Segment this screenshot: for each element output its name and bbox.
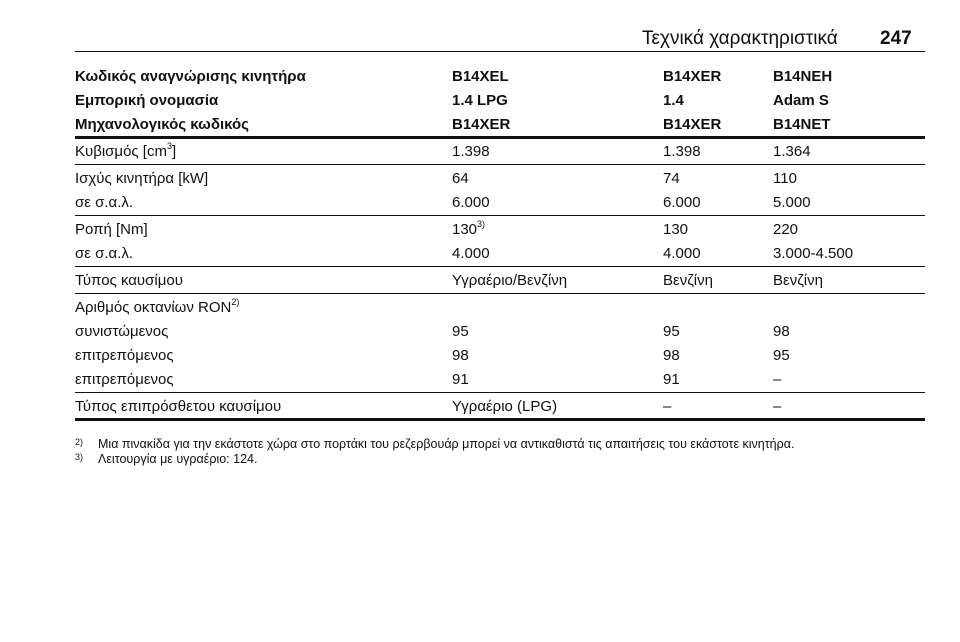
footnote-marker: 2): [75, 437, 84, 447]
table-cell: 5.000: [773, 194, 811, 211]
table-cell: Ροπή [Nm]: [75, 221, 148, 238]
cell-text: Αριθμός οκτανίων RON: [75, 299, 232, 316]
table-cell: 98: [452, 347, 469, 364]
header-title: Τεχνικά χαρακτηριστικά: [642, 28, 838, 49]
table-cell: συνιστώμενος: [75, 323, 169, 340]
table-cell: Τύπος καυσίμου: [75, 272, 183, 289]
table-cell: Ισχύς κινητήρα [kW]: [75, 170, 209, 187]
table-rule: [75, 418, 925, 421]
cell-text: ]: [172, 143, 177, 160]
table-rule: [75, 136, 925, 139]
table-cell: 91: [663, 371, 680, 388]
table-cell: 95: [773, 347, 790, 364]
table-cell: 95: [663, 323, 680, 340]
table-cell: 91: [452, 371, 469, 388]
table-cell: 3.000-4.500: [773, 245, 854, 262]
table-cell: Βενζίνη: [773, 272, 823, 289]
table-cell: B14NET: [773, 116, 831, 133]
table-cell: επιτρεπόμενος: [75, 347, 174, 364]
table-cell: 220: [773, 221, 799, 238]
table-cell: 6.000: [663, 194, 701, 211]
table-rule: [75, 266, 925, 267]
table-cell: Αριθμός οκτανίων RON2): [75, 297, 240, 317]
cell-superscript: 3: [166, 141, 172, 151]
table-rule: [75, 215, 925, 216]
table-cell: επιτρεπόμενος: [75, 371, 174, 388]
table-cell: 95: [452, 323, 469, 340]
table-cell: σε σ.α.λ.: [75, 245, 134, 262]
table-cell: 1303): [452, 219, 486, 239]
table-cell: 74: [663, 170, 680, 187]
table-cell: B14XER: [452, 116, 511, 133]
table-cell: –: [773, 371, 782, 388]
cell-text: Κυβισμός [cm: [75, 143, 167, 160]
table-rule: [75, 293, 925, 294]
table-cell: B14NEH: [773, 68, 833, 85]
table-cell: Εμπορική ονομασία: [75, 92, 219, 109]
table-cell: 98: [663, 347, 680, 364]
table-cell: 4.000: [452, 245, 490, 262]
footnote-marker: 3): [75, 452, 84, 462]
table-cell: Τύπος επιπρόσθετου καυσίμου: [75, 398, 282, 415]
table-cell: σε σ.α.λ.: [75, 194, 134, 211]
table-cell: Κωδικός αναγνώρισης κινητήρα: [75, 68, 306, 85]
table-cell: Υγραέριο/Βενζίνη: [452, 272, 568, 289]
table-cell: 1.398: [452, 143, 490, 160]
table-cell: 130: [663, 221, 689, 238]
cell-superscript: 3): [477, 219, 486, 229]
table-cell: 6.000: [452, 194, 490, 211]
table-cell: 1.4 LPG: [452, 92, 508, 109]
table-cell: –: [773, 398, 782, 415]
table-cell: 1.398: [663, 143, 701, 160]
table-cell: 1.4: [663, 92, 684, 109]
table-rule: [75, 164, 925, 165]
table-cell: Κυβισμός [cm3]: [75, 141, 177, 161]
table-rule: [75, 392, 925, 393]
table-cell: B14XER: [663, 116, 722, 133]
table-cell: 110: [773, 170, 797, 187]
cell-superscript: 2): [231, 297, 240, 307]
cell-text: 130: [452, 221, 478, 238]
footnote-text: Μια πινακίδα για την εκάστοτε χώρα στο π…: [98, 437, 795, 451]
table-cell: –: [663, 398, 672, 415]
table-cell: 64: [452, 170, 469, 187]
table-cell: Μηχανολογικός κωδικός: [75, 116, 249, 133]
table-cell: 98: [773, 323, 790, 340]
table-cell: Βενζίνη: [663, 272, 713, 289]
header-rule: [75, 51, 925, 52]
table-cell: Υγραέριο (LPG): [452, 398, 558, 415]
table-cell: Adam S: [773, 92, 829, 109]
footnote-text: Λειτουργία με υγραέριο: 124.: [98, 452, 258, 466]
table-cell: 1.364: [773, 143, 811, 160]
table-cell: 4.000: [663, 245, 701, 262]
page-number: 247: [880, 28, 912, 49]
table-cell: B14XER: [663, 68, 722, 85]
table-cell: B14XEL: [452, 68, 509, 85]
